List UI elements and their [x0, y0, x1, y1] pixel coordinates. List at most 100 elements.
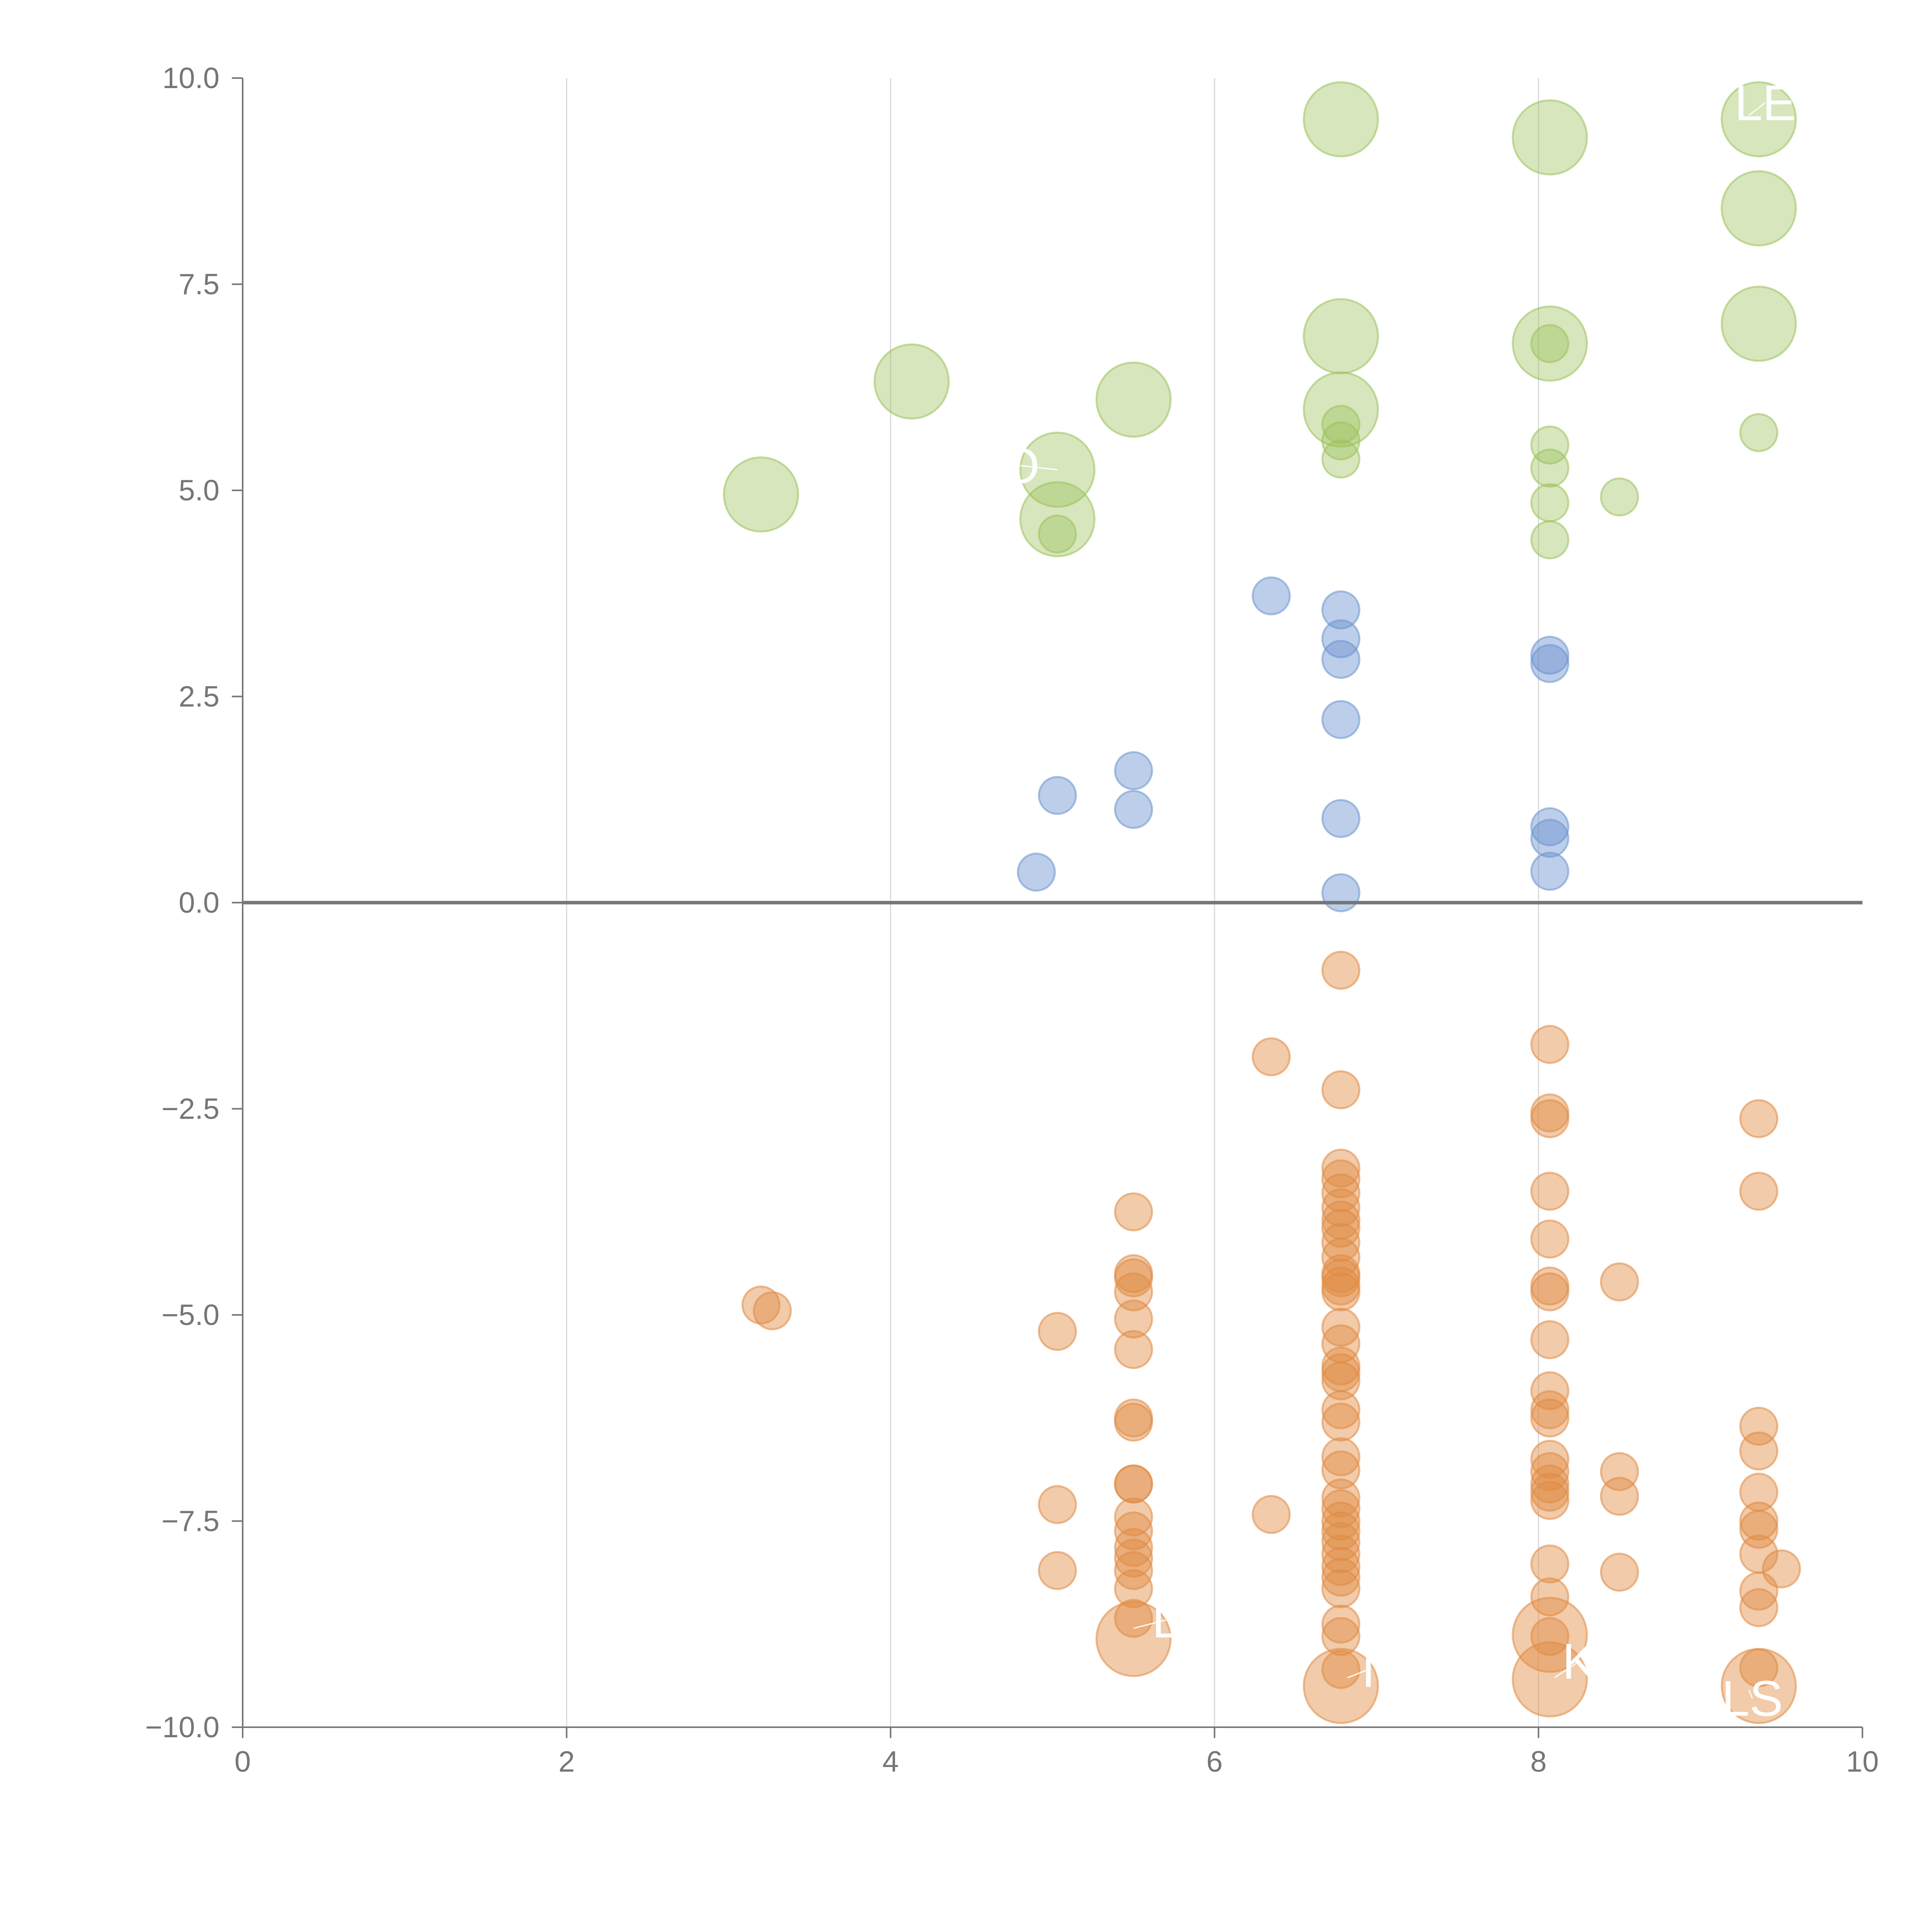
annotation-leader-line: [1020, 465, 1058, 471]
bubble-green: [1530, 483, 1570, 522]
bubble-orange: [1321, 1238, 1361, 1277]
bubble-orange: [1321, 1308, 1361, 1347]
annotation-label: L: [1152, 1592, 1180, 1648]
bubble-green: [1721, 170, 1797, 247]
bubble-orange: [1252, 1495, 1291, 1534]
bubble-orange: [1600, 1476, 1639, 1516]
bubble-orange: [1114, 1511, 1153, 1551]
bubble-orange: [1739, 1099, 1779, 1138]
y-tick-label: 0.0: [179, 886, 219, 919]
bubble-orange: [1530, 1544, 1570, 1583]
bubble-blue: [1321, 639, 1361, 679]
bubble-orange: [1321, 951, 1361, 990]
bubble-orange: [1600, 1262, 1639, 1302]
bubble-blue: [1321, 590, 1361, 629]
bubble-orange: [1114, 1599, 1153, 1638]
bubble-green: [1038, 514, 1077, 554]
bubble-orange: [1114, 1330, 1153, 1369]
bubble-green: [873, 343, 950, 420]
bubble-orange: [1321, 1604, 1361, 1644]
bubble-blue: [1321, 873, 1361, 912]
x-tick-label: 8: [1530, 1745, 1546, 1778]
bubble-blue: [1530, 852, 1570, 891]
annotation-leader-line: [1748, 1690, 1753, 1699]
bubble-orange: [1321, 1390, 1361, 1429]
annotation-label: LS: [1721, 1670, 1783, 1726]
bubble-orange: [1114, 1569, 1153, 1608]
bubble-orange: [1038, 1485, 1077, 1524]
bubble-orange: [1114, 1192, 1153, 1231]
bubble-orange: [1321, 1223, 1361, 1262]
bubble-orange: [1095, 1601, 1172, 1677]
bubble-orange: [1530, 1320, 1570, 1359]
bubble-green: [1530, 324, 1570, 363]
bubble-orange: [741, 1285, 781, 1325]
y-tick-label: −5.0: [162, 1299, 219, 1332]
bubble-orange: [1530, 1219, 1570, 1259]
bubble-orange: [1114, 1402, 1153, 1442]
annotation-layer: LE O L I K LS: [1001, 75, 1796, 1726]
bubble-green: [1321, 439, 1361, 479]
x-tick-label: 0: [235, 1745, 251, 1778]
bubble-orange: [1114, 1258, 1153, 1298]
y-tick-label: 2.5: [179, 680, 219, 713]
bubble-orange: [1530, 1099, 1570, 1138]
bubble-green: [723, 456, 799, 533]
bubble-blue: [1530, 636, 1570, 675]
bubble-orange: [1114, 1497, 1153, 1537]
bubble-orange: [1114, 1272, 1153, 1311]
annotation-label: O: [1001, 437, 1040, 494]
bubble-orange: [1321, 1617, 1361, 1656]
bubble-green: [1303, 298, 1379, 374]
bubble-orange: [1321, 1650, 1361, 1689]
bubble-orange: [1739, 1588, 1779, 1628]
bubble-green: [1739, 413, 1779, 452]
bubble-orange: [1739, 1431, 1779, 1471]
bubble-orange: [1530, 1172, 1570, 1211]
bubble-orange: [1739, 1502, 1779, 1541]
bubble-orange: [1739, 1172, 1779, 1211]
bubble-orange: [1721, 1648, 1797, 1724]
bubble-blue: [1017, 852, 1056, 892]
annotation-label: I: [1361, 1641, 1375, 1698]
bubble-orange: [1321, 1258, 1361, 1298]
bubble-green: [1303, 81, 1379, 158]
annotation-leader-line: [1133, 1619, 1166, 1629]
annotation-label: K: [1562, 1633, 1596, 1689]
x-tick-label: 4: [883, 1745, 899, 1778]
y-tick-label: 7.5: [179, 268, 219, 301]
bubble-orange: [1321, 1402, 1361, 1442]
annotation-leader-line: [1554, 1661, 1580, 1679]
bubble-orange: [1530, 1025, 1570, 1064]
bubble-orange: [1321, 1450, 1361, 1490]
bubble-orange: [1114, 1299, 1153, 1339]
bubble-blue: [1114, 790, 1153, 829]
bubble-orange: [1321, 1173, 1361, 1213]
bubble-blue: [1321, 700, 1361, 739]
bubble-orange: [1321, 1188, 1361, 1228]
bubble-green: [1530, 448, 1570, 488]
bubble-orange: [1321, 1478, 1361, 1518]
y-tick-label: −2.5: [162, 1093, 219, 1126]
bubble-orange: [1321, 1547, 1361, 1586]
bubble-orange: [1114, 1539, 1153, 1578]
bubble-orange: [1530, 1473, 1570, 1512]
y-tick-label: 10.0: [162, 62, 219, 95]
bubble-green: [1530, 520, 1570, 560]
bubble-blue: [1530, 807, 1570, 847]
bubble-green: [1095, 361, 1172, 438]
bubble-orange: [1321, 1511, 1361, 1551]
bubble-blue: [1252, 576, 1291, 616]
bubble-orange: [1038, 1312, 1077, 1351]
bubble-blue: [1530, 819, 1570, 858]
bubble-green: [1530, 425, 1570, 465]
bubble-orange: [1530, 1390, 1570, 1429]
bubble-orange: [1321, 1569, 1361, 1608]
axes-layer: 0 2 4 6 8 10 10.0 7.5 5.0 2.5 0.0 −2.5 −5.0 −7.5 −10.0: [145, 62, 1879, 1778]
bubble-orange: [1321, 1534, 1361, 1574]
bubble-orange: [1321, 1489, 1361, 1528]
bubble-green: [1512, 99, 1588, 176]
x-tick-label: 2: [558, 1745, 575, 1778]
